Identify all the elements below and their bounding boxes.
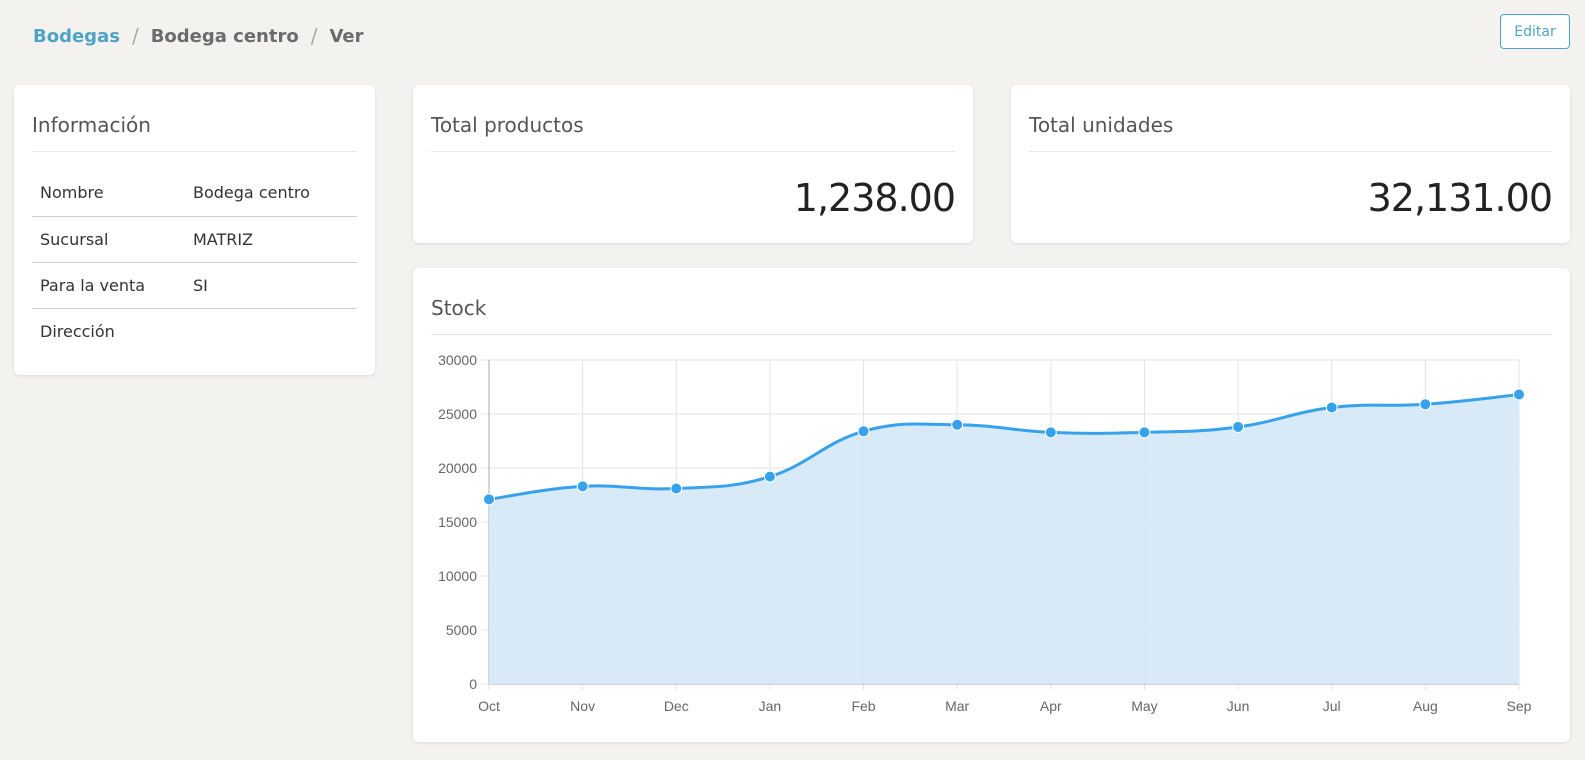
x-tick-label: Nov: [570, 698, 595, 714]
info-row-para-la-venta: Para la venta SI: [32, 262, 357, 309]
info-value: SI: [185, 262, 357, 309]
edit-button[interactable]: Editar: [1500, 14, 1570, 49]
stock-data-point: [1138, 426, 1151, 439]
y-tick-label: 30000: [438, 352, 477, 368]
stock-data-point: [1325, 401, 1338, 414]
stock-data-point: [857, 425, 870, 438]
x-tick-label: Apr: [1040, 698, 1062, 714]
info-value: [185, 308, 357, 354]
x-tick-label: Aug: [1413, 698, 1438, 714]
x-tick-label: Jun: [1227, 698, 1250, 714]
breadcrumb: Bodegas / Bodega centro / Ver: [33, 24, 364, 48]
info-key: Dirección: [40, 321, 115, 341]
x-tick-label: Sep: [1507, 698, 1532, 714]
breadcrumb-link-bodegas[interactable]: Bodegas: [33, 25, 120, 47]
total-units-card: Total unidades 32,131.00: [1011, 85, 1570, 243]
info-card: Información Nombre Bodega centro Sucursa…: [14, 85, 375, 375]
info-key: Nombre: [32, 170, 185, 217]
info-key: Para la venta: [32, 262, 185, 309]
total-products-value: 1,238.00: [793, 176, 956, 220]
info-row-direccion: Dirección: [32, 308, 357, 354]
stock-chart-title: Stock: [431, 296, 1552, 335]
stock-data-point: [1044, 426, 1057, 439]
stock-data-point: [1419, 398, 1432, 411]
x-tick-label: Jan: [759, 698, 782, 714]
stock-series-line: [488, 393, 1520, 501]
x-tick-label: Mar: [945, 698, 969, 714]
info-row-nombre: Nombre Bodega centro: [32, 170, 357, 217]
info-row-sucursal: Sucursal MATRIZ: [32, 216, 357, 263]
y-tick-label: 0: [469, 676, 477, 692]
total-products-title: Total productos: [431, 113, 955, 152]
breadcrumb-item-warehouse: Bodega centro: [150, 25, 299, 47]
info-value: Bodega centro: [185, 170, 357, 217]
y-tick-label: 20000: [438, 460, 477, 476]
info-value: MATRIZ: [185, 216, 357, 263]
info-card-title: Información: [32, 113, 357, 152]
y-tick-label: 25000: [438, 406, 477, 422]
stock-data-point: [951, 418, 964, 431]
stock-data-point: [1513, 388, 1525, 401]
stock-area-fill: [489, 394, 1519, 684]
total-units-title: Total unidades: [1029, 113, 1552, 152]
breadcrumb-separator: /: [310, 24, 318, 48]
breadcrumb-separator: /: [131, 24, 139, 48]
breadcrumb-item-action: Ver: [329, 25, 364, 47]
x-tick-label: Feb: [851, 698, 875, 714]
stock-chart-card: Stock 0 5000 10000 15000 20000 25000 30000 Oct N…: [413, 268, 1570, 742]
stock-chart: 0 5000 10000 15000 20000 25000 30000 Oct Nov Dec J…: [438, 352, 1532, 714]
y-tick-label: 5000: [446, 622, 477, 638]
stock-data-point: [576, 480, 589, 493]
x-tick-label: Oct: [478, 698, 500, 714]
stock-data-point: [670, 482, 683, 495]
x-tick-label: May: [1131, 698, 1157, 714]
info-key: Sucursal: [32, 216, 185, 263]
y-tick-label: 15000: [438, 514, 477, 530]
total-products-card: Total productos 1,238.00: [413, 85, 973, 243]
total-units-value: 32,131.00: [1367, 176, 1553, 220]
stock-data-point: [483, 493, 495, 506]
x-tick-label: Jul: [1323, 698, 1341, 714]
stock-data-point: [763, 470, 776, 483]
info-table: Nombre Bodega centro Sucursal MATRIZ Par…: [32, 170, 357, 354]
y-tick-label: 10000: [438, 568, 477, 584]
stock-data-point: [1232, 420, 1245, 433]
x-tick-label: Dec: [664, 698, 689, 714]
